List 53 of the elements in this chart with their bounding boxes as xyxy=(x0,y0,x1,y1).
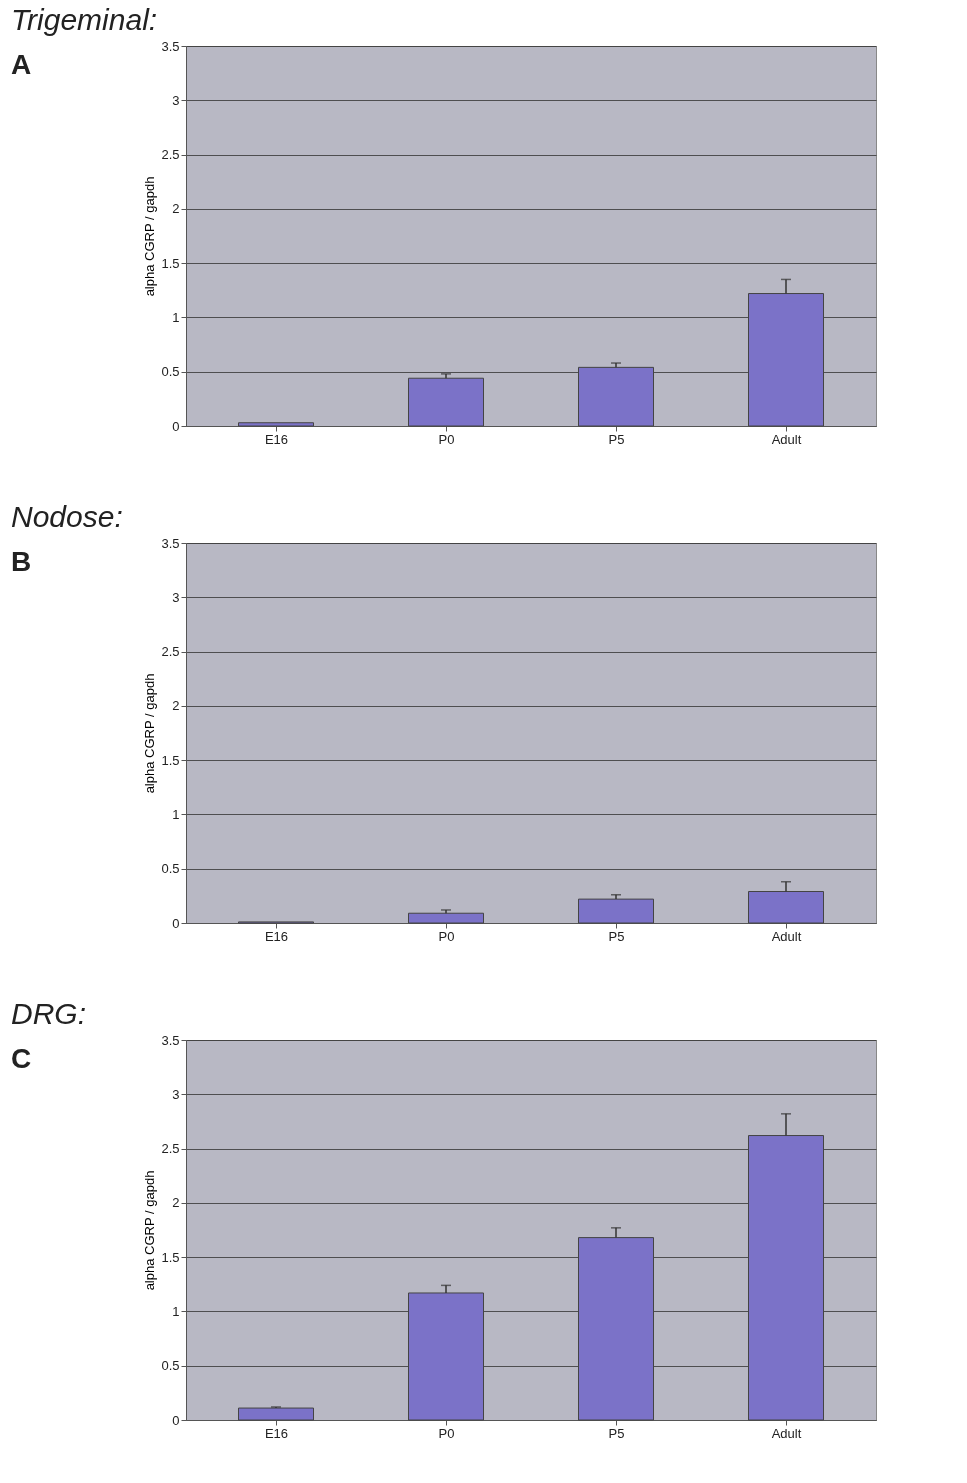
x-tick-label: P5 xyxy=(608,1425,625,1441)
x-tick-label: P0 xyxy=(438,928,455,944)
y-tick-label: 0 xyxy=(172,915,180,931)
chart-title: Trigeminal: xyxy=(11,3,158,36)
y-tick-label: 2 xyxy=(172,201,180,217)
bar xyxy=(408,1292,484,1421)
bar xyxy=(238,1407,314,1421)
text: A xyxy=(11,49,32,80)
y-tick-label: 3 xyxy=(172,1086,180,1102)
y-tick-label: 3.5 xyxy=(161,535,180,551)
text: B xyxy=(11,546,32,577)
x-tick-label: E16 xyxy=(264,928,289,944)
x-tick-label: P0 xyxy=(438,1425,455,1441)
bar xyxy=(238,422,314,427)
y-tick-label: 3.5 xyxy=(161,1032,180,1048)
text: C xyxy=(11,1043,32,1074)
x-tick-label: E16 xyxy=(264,431,289,447)
y-tick-label: 0 xyxy=(172,1412,180,1428)
y-tick-label: 2 xyxy=(172,698,180,714)
y-tick-label: 2.5 xyxy=(161,1141,180,1157)
y-axis-title: alpha CGRP / gapdh xyxy=(142,1170,158,1291)
bar xyxy=(578,366,654,427)
x-tick-label: Adult xyxy=(771,431,802,447)
chart-title: DRG: xyxy=(11,997,86,1030)
x-tick-label: E16 xyxy=(264,1425,289,1441)
y-axis-title: alpha CGRP / gapdh xyxy=(142,673,158,794)
y-tick-label: 2.5 xyxy=(161,147,180,163)
bar xyxy=(748,293,824,427)
x-tick-label: Adult xyxy=(771,928,802,944)
y-tick-label: 0.5 xyxy=(161,861,180,877)
x-tick-label: P0 xyxy=(438,431,455,447)
bar xyxy=(578,1237,654,1421)
x-tick-label: Adult xyxy=(771,1425,802,1441)
y-tick-label: 1 xyxy=(172,806,180,822)
y-tick-label: 1.5 xyxy=(161,752,180,768)
bar xyxy=(748,1135,824,1421)
x-tick-label: P5 xyxy=(608,431,625,447)
bar xyxy=(408,377,484,427)
y-tick-label: 1 xyxy=(172,309,180,325)
y-tick-label: 0.5 xyxy=(161,1358,180,1374)
y-tick-label: 3 xyxy=(172,92,180,108)
chart-title: Nodose: xyxy=(11,500,123,533)
y-tick-label: 3 xyxy=(172,589,180,605)
y-tick-label: 0.5 xyxy=(161,364,180,380)
y-tick-label: 3.5 xyxy=(161,38,180,54)
y-tick-label: 1.5 xyxy=(161,1249,180,1265)
y-tick-label: 2.5 xyxy=(161,644,180,660)
y-tick-label: 2 xyxy=(172,1195,180,1211)
y-tick-label: 1 xyxy=(172,1303,180,1319)
x-tick-label: P5 xyxy=(608,928,625,944)
y-tick-label: 1.5 xyxy=(161,255,180,271)
y-axis-title: alpha CGRP / gapdh xyxy=(142,176,158,297)
y-tick-label: 0 xyxy=(172,418,180,434)
